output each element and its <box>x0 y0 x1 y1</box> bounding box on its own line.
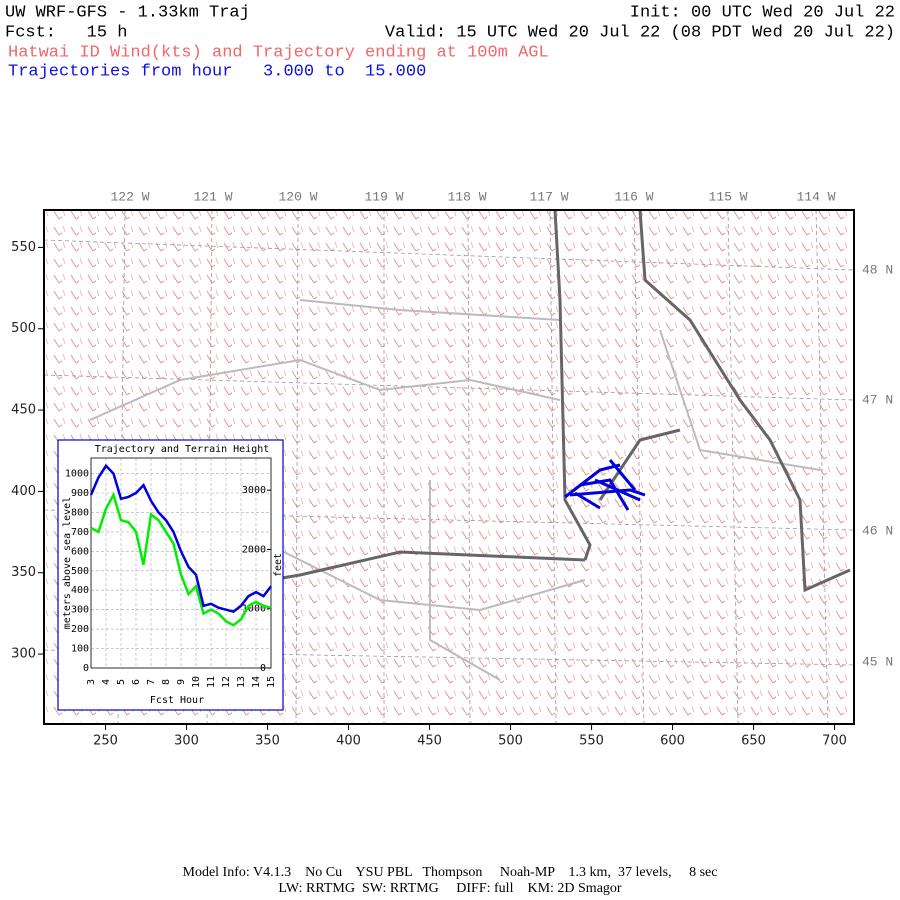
title: UW WRF-GFS - 1.33km Traj <box>5 3 250 22</box>
latitude-label: 46 N <box>862 523 893 538</box>
longitude-label: 115 W <box>708 189 747 204</box>
y2-tick-label: 0 <box>260 663 266 674</box>
series-line <box>90 491 272 627</box>
plot-frame <box>90 457 272 669</box>
y-tick-label: 700 <box>71 527 89 538</box>
inset-chart: Trajectory and Terrain Height Fcst Hour … <box>57 439 284 711</box>
y-axis-label: meters above sea level <box>62 497 73 629</box>
x-tick-label: 550 <box>579 734 604 749</box>
y-tick-label: 550 <box>11 240 36 255</box>
latitude-label: 48 N <box>862 262 893 277</box>
x-tick-label: 7 <box>146 679 157 685</box>
footer-line: Model Info: V4.1.3 No Cu YSU PBL Thompso… <box>183 865 718 880</box>
y-tick-label: 400 <box>11 484 36 499</box>
x-tick-label: 6 <box>131 679 142 685</box>
map-frame <box>43 209 855 725</box>
y-tick-label: 300 <box>71 605 89 616</box>
latitude-label: 45 N <box>862 654 893 669</box>
x-axis-label: Fcst Hour <box>150 695 204 706</box>
footer-line: LW: RRTMG SW: RRTMG DIFF: full KM: 2D Sm… <box>278 881 621 896</box>
y-tick-label: 900 <box>71 488 89 499</box>
latitude-label: 47 N <box>862 392 893 407</box>
x-tick-label: 12 <box>221 676 232 688</box>
longitude-label: 114 W <box>796 189 835 204</box>
y2-tick-label: 1000 <box>242 604 266 615</box>
y-tick-label: 600 <box>71 546 89 557</box>
longitude-label: 121 W <box>193 189 232 204</box>
x-tick-label: 400 <box>336 734 361 749</box>
y-tick-label: 400 <box>71 585 89 596</box>
longitude-label: 119 W <box>364 189 403 204</box>
y-tick-label: 500 <box>11 321 36 336</box>
y2-axis-label: feet <box>273 553 284 577</box>
state-borders <box>269 209 851 593</box>
x-tick-label: 10 <box>191 676 202 688</box>
x-tick-label: 650 <box>741 734 766 749</box>
y-tick-label: 800 <box>71 507 89 518</box>
y-tick-label: 500 <box>71 566 89 577</box>
subtitle: Hatwai ID Wind(kts) and Trajectory endin… <box>8 43 549 62</box>
x-tick-label: 14 <box>251 676 262 688</box>
inset-title: Trajectory and Terrain Height <box>95 444 270 455</box>
trajectory-range: Trajectories from hour 3.000 to 15.000 <box>8 62 426 81</box>
longitude-label: 120 W <box>278 189 317 204</box>
x-tick-label: 600 <box>660 734 685 749</box>
valid-time: Valid: 15 UTC Wed 20 Jul 22 (08 PDT Wed … <box>385 23 895 42</box>
x-tick-label: 450 <box>417 734 442 749</box>
y-tick-label: 300 <box>11 647 36 662</box>
y-tick-label: 100 <box>71 644 89 655</box>
x-tick-label: 11 <box>206 676 217 688</box>
x-tick-label: 13 <box>236 676 247 688</box>
y-tick-label: 350 <box>11 565 36 580</box>
longitude-label: 118 W <box>447 189 486 204</box>
y-tick-label: 200 <box>71 624 89 635</box>
x-tick-label: 8 <box>161 679 172 685</box>
x-tick-label: 700 <box>822 734 847 749</box>
series-line <box>89 463 272 613</box>
x-tick-label: 500 <box>498 734 523 749</box>
y-tick-label: 450 <box>11 403 36 418</box>
longitude-label: 122 W <box>110 189 149 204</box>
x-tick-label: 15 <box>266 676 277 688</box>
x-tick-label: 3 <box>86 679 97 685</box>
y-tick-label: 1000 <box>65 469 89 480</box>
forecast-hour: Fcst: 15 h <box>5 23 127 42</box>
x-tick-label: 9 <box>176 679 187 685</box>
y2-tick-label: 3000 <box>242 485 266 496</box>
y-tick-label: 0 <box>83 663 89 674</box>
y2-tick-label: 2000 <box>242 544 266 555</box>
x-tick-label: 5 <box>116 679 127 685</box>
x-tick-label: 250 <box>93 734 118 749</box>
map-trajectories <box>564 459 646 511</box>
longitude-label: 116 W <box>614 189 653 204</box>
init-time: Init: 00 UTC Wed 20 Jul 22 <box>630 3 895 22</box>
x-tick-label: 4 <box>101 679 112 685</box>
x-tick-label: 350 <box>255 734 280 749</box>
longitude-label: 117 W <box>529 189 568 204</box>
inset-frame <box>57 439 284 711</box>
x-tick-label: 300 <box>174 734 199 749</box>
